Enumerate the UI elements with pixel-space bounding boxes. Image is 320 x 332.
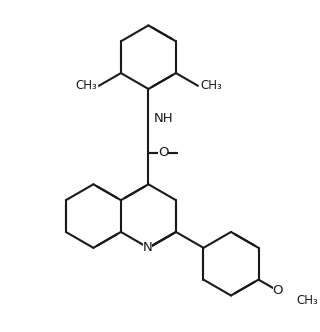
Text: CH₃: CH₃ [75, 79, 97, 92]
Text: CH₃: CH₃ [200, 79, 222, 92]
Text: CH₃: CH₃ [297, 294, 318, 307]
Text: O: O [158, 146, 168, 159]
Text: O: O [273, 284, 283, 297]
Text: N: N [143, 241, 152, 254]
Text: NH: NH [153, 112, 173, 125]
